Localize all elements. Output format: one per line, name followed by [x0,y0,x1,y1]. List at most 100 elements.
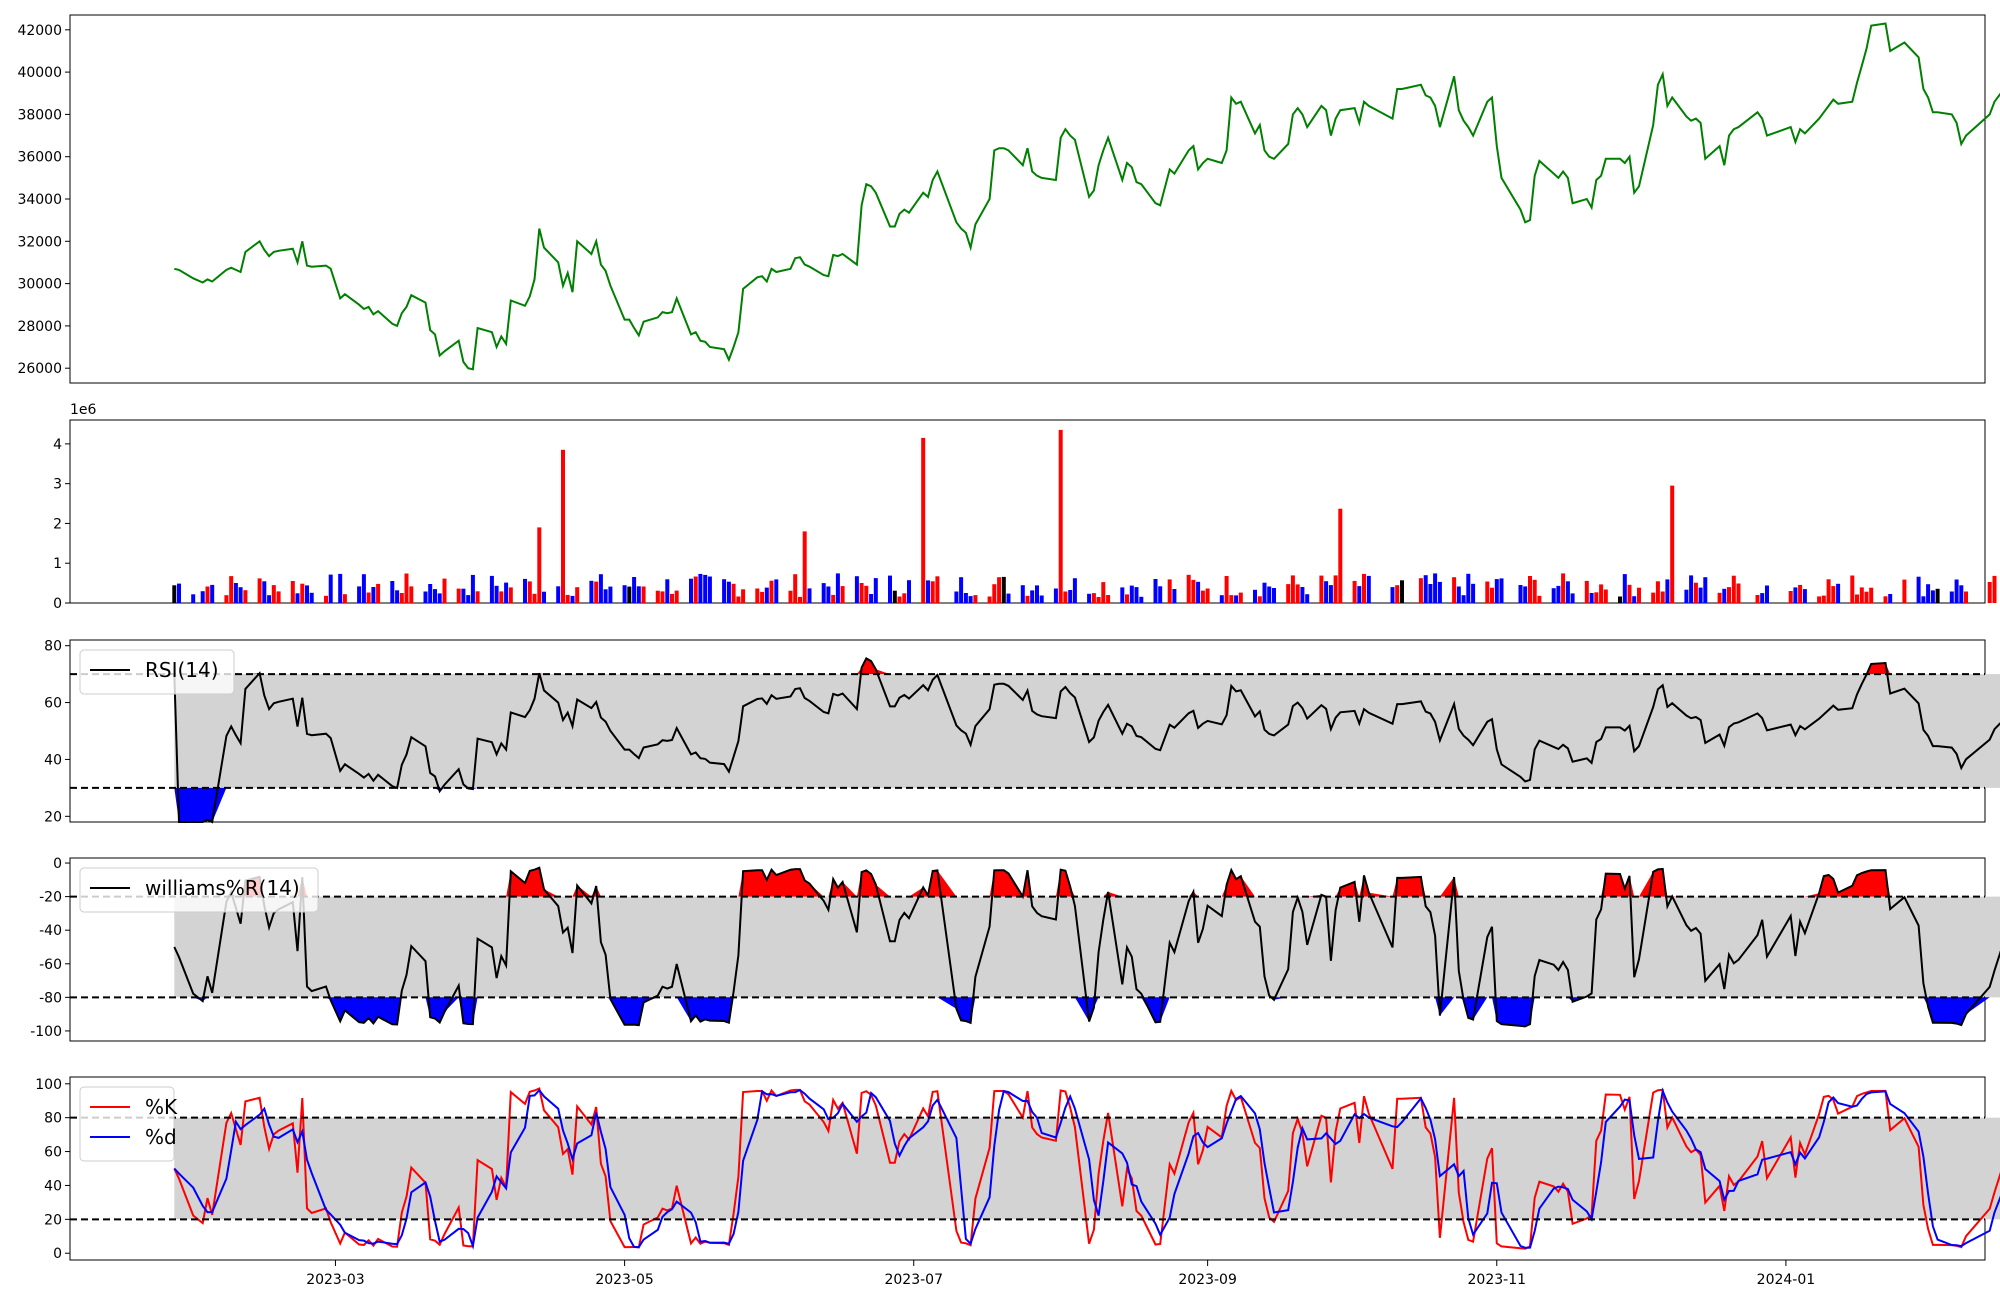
volume-bar [1855,594,1859,603]
volume-bar [1698,587,1703,603]
volume-bar [1039,595,1044,603]
volume-bar [670,593,674,603]
volume-bar [968,596,973,603]
volume-bar [821,583,826,603]
volume-ytick-label: 2 [53,516,62,532]
volume-bar [1494,579,1499,603]
volume-bar [428,584,433,603]
volume-bar [954,591,959,603]
volume-bar [300,583,305,603]
volume-bar [1286,584,1291,603]
volume-bar [802,531,807,603]
volume-bar [233,583,238,603]
volume-bar [1528,576,1532,603]
volume-bar [1992,575,1997,603]
rsi-ytick-label: 60 [44,696,62,712]
volume-bar [1599,584,1604,603]
volume-bar [489,575,494,603]
volume-bar [1186,574,1191,603]
volume-bar [1001,576,1006,603]
volume-bar [1091,593,1096,603]
volume-bar [1153,579,1158,603]
volume-bar [1267,586,1272,603]
volume-bar [371,587,376,603]
williams-legend-box [79,867,319,913]
volume-bar [1689,575,1694,603]
volume-bar [1418,578,1423,603]
volume-panel: 0 1 2 3 4 1e6 [53,402,1997,612]
volume-bar [854,576,859,603]
volume-bar [376,583,381,603]
volume-bar [1158,586,1163,603]
volume-bar [1053,588,1058,603]
volume-bar [665,579,670,603]
volume-bar [859,583,864,603]
volume-bar [1134,587,1139,603]
volume-bar [575,587,580,603]
stoch-xtick-label: 2023-05 [595,1272,654,1288]
volume-bar [191,594,196,603]
volume-bar [1703,577,1708,603]
volume-bar [793,574,798,603]
volume-bar [1755,595,1760,603]
volume-bar [760,591,765,603]
williams-panel: 0 -20 -40 -60 -80 -100 williams%R(14) [30,856,2000,1042]
volume-bar [1651,592,1656,603]
volume-bar [1068,590,1073,603]
volume-bar [935,576,940,603]
volume-bar [892,590,897,603]
volume-bar [276,591,281,603]
volume-bar [698,573,703,603]
volume-offset-label: 1e6 [70,402,97,418]
volume-bar [1717,592,1722,603]
volume-bar [1959,585,1964,603]
volume-bar [409,586,414,603]
volume-bar [1831,586,1836,603]
volume-ytick-label: 4 [53,437,62,453]
volume-bar [1456,586,1461,603]
stoch-legend-box [79,1086,175,1162]
volume-bar [1272,588,1276,603]
volume-bar [1357,586,1362,603]
volume-bar [1551,588,1556,603]
price-ytick-label: 28000 [17,319,62,335]
stoch-band [174,1117,2000,1220]
volume-bar [295,593,300,603]
volume-bar [1328,585,1333,603]
volume-bar [1798,584,1803,603]
volume-bar [210,584,215,603]
volume-bar [1594,592,1599,603]
panels: 2600028000300003200034000360003800040000… [17,14,2000,1288]
volume-bar [328,574,333,603]
volume-bar [1888,594,1893,603]
volume-bar [556,586,561,603]
volume-bar [499,591,504,603]
volume-bar [907,580,911,603]
williams-legend-label: williams%R(14) [145,876,300,900]
volume-bar [1736,583,1741,603]
volume-bar [873,578,878,603]
stoch-ytick-label: 80 [44,1111,62,1127]
volume-bar [1366,575,1371,603]
williams-legend: williams%R(14) [79,867,319,913]
volume-bar [1205,588,1210,603]
volume-bar [1788,591,1793,603]
price-ytick-label: 26000 [17,361,62,377]
volume-bar [774,579,779,603]
stoch-ytick-label: 60 [44,1145,62,1161]
volume-bar [1352,580,1357,603]
volume-bar [1935,588,1940,603]
volume-bar [504,582,509,603]
volume-bar [1172,589,1177,603]
volume-bar [992,584,997,603]
volume-bar [1319,575,1324,603]
rsi-line-0 [173,657,2000,824]
volume-bar [788,590,793,603]
volume-bar [1627,584,1632,603]
volume-bar [271,585,276,603]
volume-bar [674,590,679,603]
volume-bar [1760,593,1765,603]
rsi-panel: 20 40 60 80 RSI(14) [44,639,2000,825]
volume-bar [1139,596,1144,603]
volume-bar [689,578,693,603]
